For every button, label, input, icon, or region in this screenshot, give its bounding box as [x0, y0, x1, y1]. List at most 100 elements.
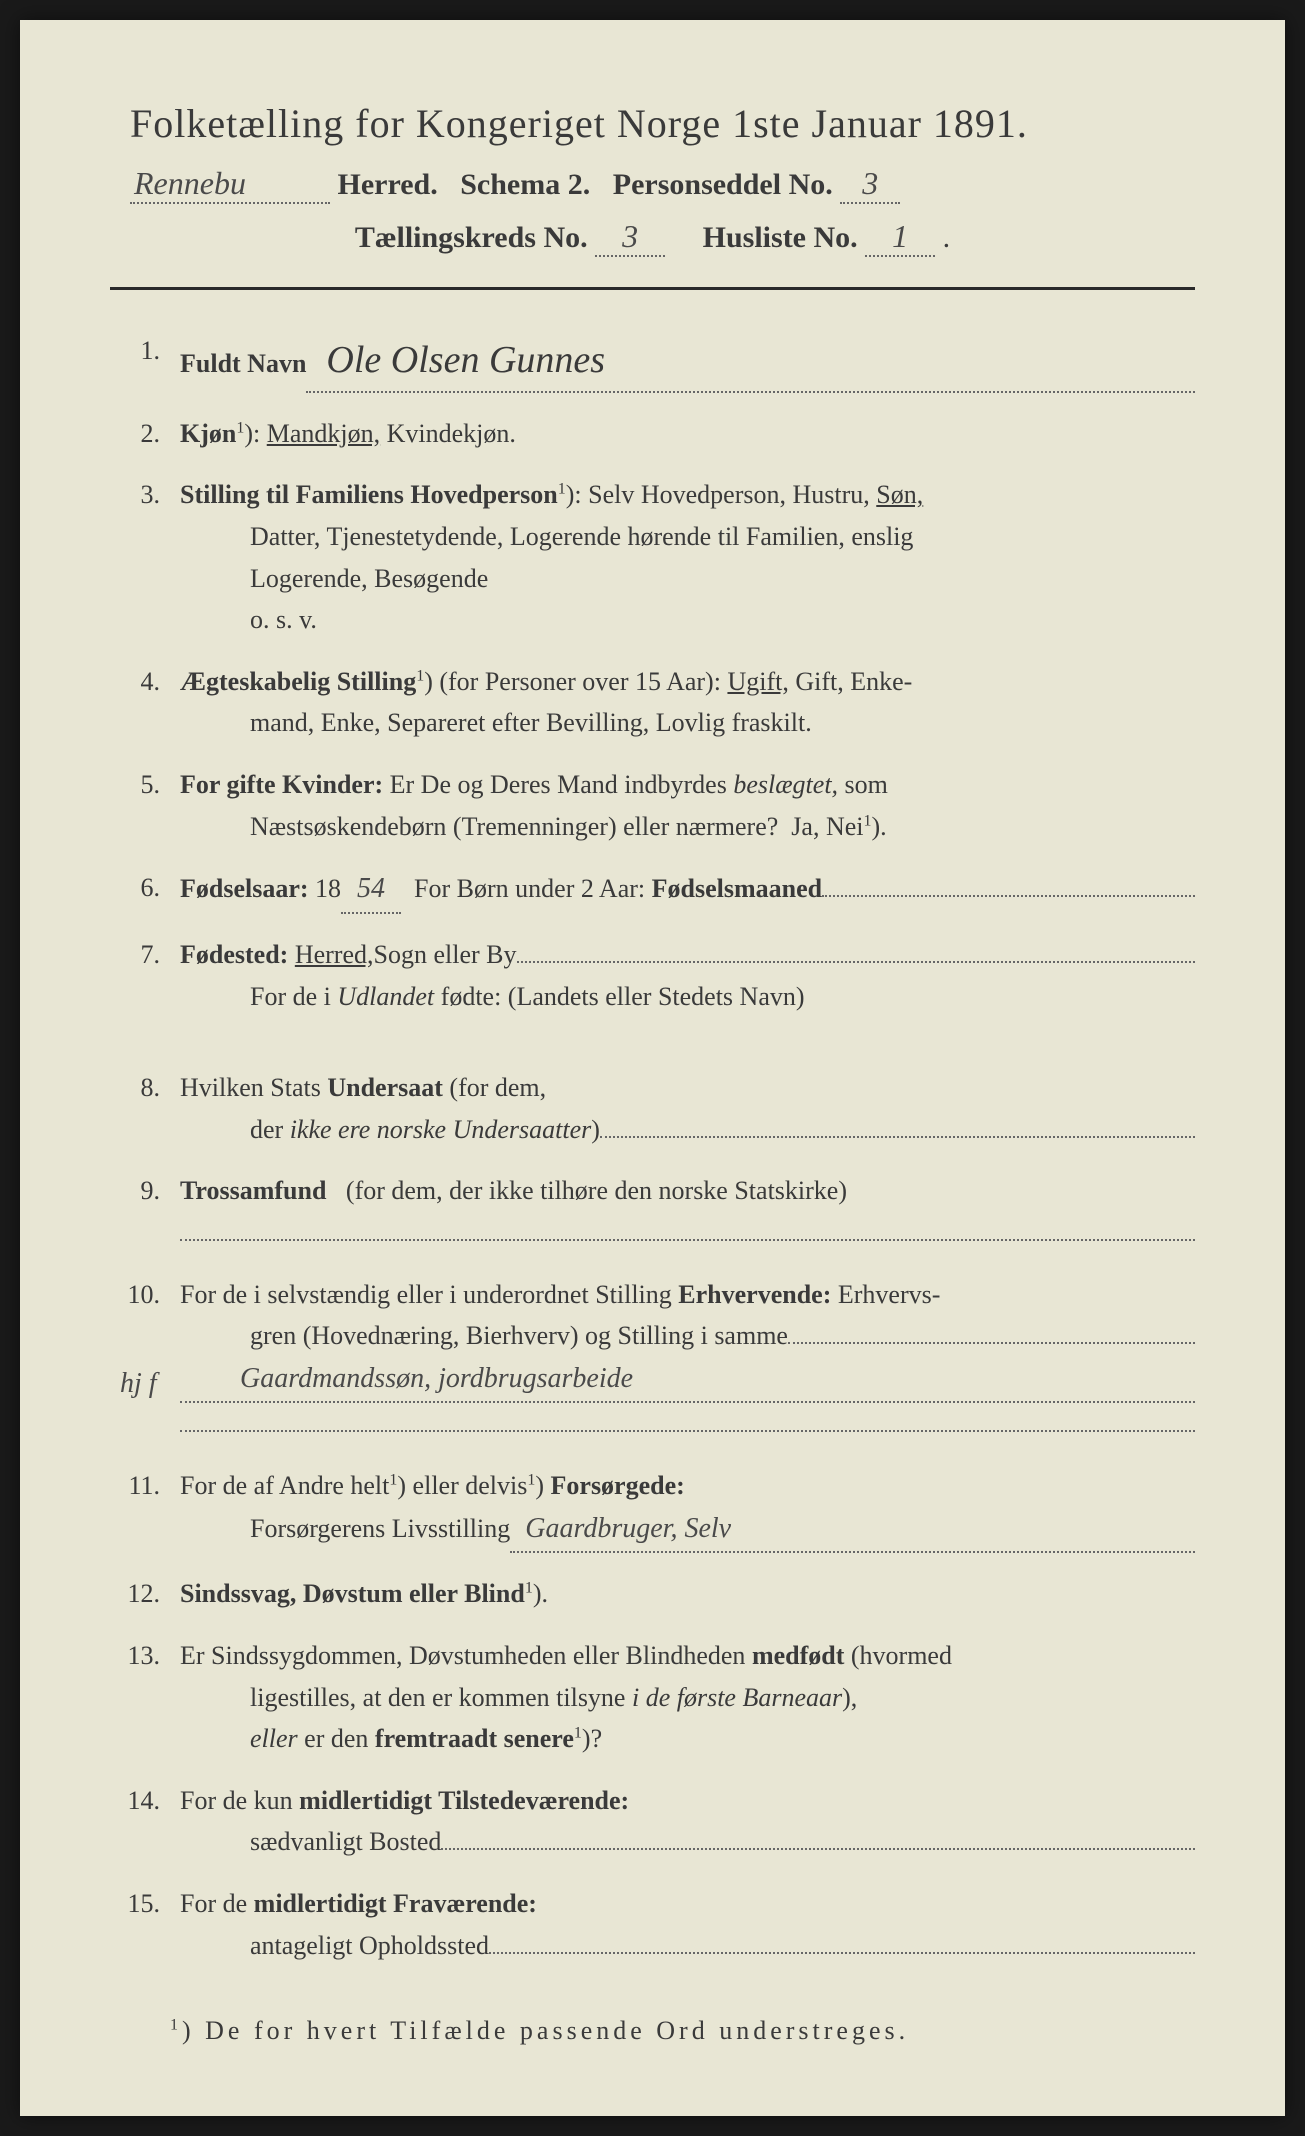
row-num-7: 7. [120, 934, 180, 976]
sup-11b: 1 [527, 1471, 535, 1488]
erhverv-field-top [788, 1342, 1195, 1344]
label-kjon: Kjøn [180, 419, 236, 448]
person-no-field: 3 [840, 165, 900, 204]
r13-line2: ligestilles, at den er kommen tilsyne i … [180, 1683, 857, 1712]
label-fodselsaar: Fødselsaar: [180, 868, 309, 910]
r11-line1b: ) eller delvis [397, 1471, 527, 1500]
row-num-4: 4. [120, 661, 180, 703]
label-tilstede: midlertidigt Tilstedeværende: [299, 1786, 629, 1815]
opholdssted-field [489, 1952, 1195, 1954]
row-14: 14. For de kun midlertidigt Tilstedevære… [120, 1780, 1195, 1863]
year-field: 54 [341, 867, 401, 914]
row-7: 7. Fødested: Herred, Sogn eller By For d… [120, 934, 1195, 1017]
main-title: Folketælling for Kongeriget Norge 1ste J… [110, 100, 1195, 147]
label-gifte: For gifte Kvinder: [180, 770, 383, 799]
row-num-5: 5. [120, 764, 180, 806]
header-divider [110, 287, 1195, 290]
fodested-field [517, 961, 1195, 963]
row-num-6: 6. [120, 867, 180, 909]
row-11: 11. For de af Andre helt1) eller delvis1… [120, 1465, 1195, 1553]
label-fodselsmaaned: Fødselsmaaned [652, 868, 822, 910]
label-stilling: Stilling til Familiens Hovedperson [180, 480, 558, 509]
row-content-5: For gifte Kvinder: Er De og Deres Mand i… [180, 764, 1195, 847]
kreds-no-field: 3 [595, 218, 665, 257]
row-num-13: 13. [120, 1635, 180, 1677]
herred-label: Herred. [338, 168, 438, 201]
kreds-label: Tællingskreds No. [355, 221, 588, 254]
r14-line1a: For de kun [180, 1786, 299, 1815]
row-content-15: For de midlertidigt Fraværende: antageli… [180, 1883, 1195, 1966]
r14-line2: sædvanligt Bosted [250, 1821, 441, 1863]
sup-3: 1 [558, 481, 566, 498]
row-13: 13. Er Sindssygdommen, Døvstumheden elle… [120, 1635, 1195, 1760]
margin-note: hj f [120, 1362, 157, 1407]
row-8: 8. Hvilken Stats Undersaat (for dem, der… [120, 1067, 1195, 1150]
undersaat-field [600, 1136, 1195, 1138]
r13-line3: eller er den fremtraadt senere1)? [180, 1724, 602, 1753]
form-header: Folketælling for Kongeriget Norge 1ste J… [110, 100, 1195, 257]
label-aegte: Ægteskabelig Stilling [180, 667, 416, 696]
r3-line3: Logerende, Besøgende [180, 564, 488, 593]
sup-2: 1 [236, 419, 244, 436]
row-9: 9. Trossamfund (for dem, der ikke tilhør… [120, 1170, 1195, 1253]
fodselsmaaned-field [822, 895, 1195, 897]
row-12: 12. Sindssvag, Døvstum eller Blind1). [120, 1573, 1195, 1615]
row-content-3: Stilling til Familiens Hovedperson1): Se… [180, 474, 1195, 640]
row-4: 4. Ægteskabelig Stilling1) (for Personer… [120, 661, 1195, 744]
r10-line1a: For de i selvstændig eller i underordnet… [180, 1280, 678, 1309]
r11-line2: Forsørgerens Livsstilling [250, 1508, 510, 1550]
label-fuldt-navn: Fuldt Navn [180, 343, 306, 385]
forsorger-field: Gaardbruger, Selv [510, 1507, 1195, 1554]
r5-line2: Næstsøskendebørn (Tremenninger) eller næ… [180, 812, 887, 841]
row-num-3: 3. [120, 474, 180, 516]
year-prefix: 18 [315, 868, 341, 910]
row-1: 1. Fuldt Navn Ole Olsen Gunnes [120, 330, 1195, 393]
schema-label: Schema 2. [460, 168, 590, 201]
r3-line4: o. s. v. [180, 605, 317, 634]
row-content-8: Hvilken Stats Undersaat (for dem, der ik… [180, 1067, 1195, 1150]
label-forsorgede: Forsørgede: [551, 1471, 685, 1500]
sup-4: 1 [416, 667, 424, 684]
sup-12: 1 [525, 1580, 533, 1597]
row-content-10: For de i selvstændig eller i underordnet… [180, 1274, 1195, 1446]
husliste-no-field: 1 [865, 218, 935, 257]
r15-line2: antageligt Opholdssted [250, 1925, 489, 1967]
row-content-6: Fødselsaar: 1854 For Børn under 2 Aar: F… [180, 867, 1195, 914]
r12-end: ). [533, 1579, 548, 1608]
r11-line1a: For de af Andre helt [180, 1471, 389, 1500]
person-label: Personseddel No. [613, 168, 833, 201]
r10-line1b: Erhvervs- [831, 1280, 940, 1309]
label-fravaerende: midlertidigt Fraværende: [254, 1889, 537, 1918]
trossamfund-field [180, 1221, 1195, 1241]
kjon-underlined: Mandkjøn, [267, 419, 380, 448]
row-6: 6. Fødselsaar: 1854 For Børn under 2 Aar… [120, 867, 1195, 914]
herred-field: Rennebu [130, 165, 330, 204]
row-content-2: Kjøn1): Mandkjøn, Kvindekjøn. [180, 413, 1195, 455]
row-content-4: Ægteskabelig Stilling1) (for Personer ov… [180, 661, 1195, 744]
footnote: 1) De for hvert Tilfælde passende Ord un… [110, 2016, 1195, 2046]
row-content-13: Er Sindssygdommen, Døvstumheden eller Bl… [180, 1635, 1195, 1760]
row-content-12: Sindssvag, Døvstum eller Blind1). [180, 1573, 1195, 1615]
r8-line1b: (for dem, [443, 1073, 546, 1102]
bosted-field [441, 1848, 1195, 1850]
r9-text: (for dem, der ikke tilhøre den norske St… [346, 1176, 847, 1205]
row-num-2: 2. [120, 413, 180, 455]
label-trossamfund: Trossamfund [180, 1176, 326, 1205]
row-num-10: 10. [120, 1274, 180, 1316]
r3-line2: Datter, Tjenestetydende, Logerende høren… [180, 522, 913, 551]
erhverv-field-2 [180, 1412, 1195, 1432]
subtitle-line-1: Rennebu Herred. Schema 2. Personseddel N… [110, 165, 1195, 204]
r10-line2: gren (Hovednæring, Bierhverv) og Stillin… [250, 1315, 788, 1357]
footnote-text: ) De for hvert Tilfælde passende Ord und… [182, 2016, 909, 2045]
r6-text2: For Børn under 2 Aar: [414, 868, 645, 910]
label-erhvervende: Erhvervende: [678, 1280, 831, 1309]
label-sindssvag: Sindssvag, Døvstum eller Blind [180, 1579, 525, 1608]
row-num-15: 15. [120, 1883, 180, 1925]
row-2: 2. Kjøn1): Mandkjøn, Kvindekjøn. [120, 413, 1195, 455]
row-num-9: 9. [120, 1170, 180, 1212]
row-15: 15. For de midlertidigt Fraværende: anta… [120, 1883, 1195, 1966]
row-num-14: 14. [120, 1780, 180, 1822]
row-num-12: 12. [120, 1573, 180, 1615]
aegte-underlined: Ugift, [727, 667, 788, 696]
r8-line2: der ikke ere norske Undersaatter) [250, 1109, 600, 1151]
